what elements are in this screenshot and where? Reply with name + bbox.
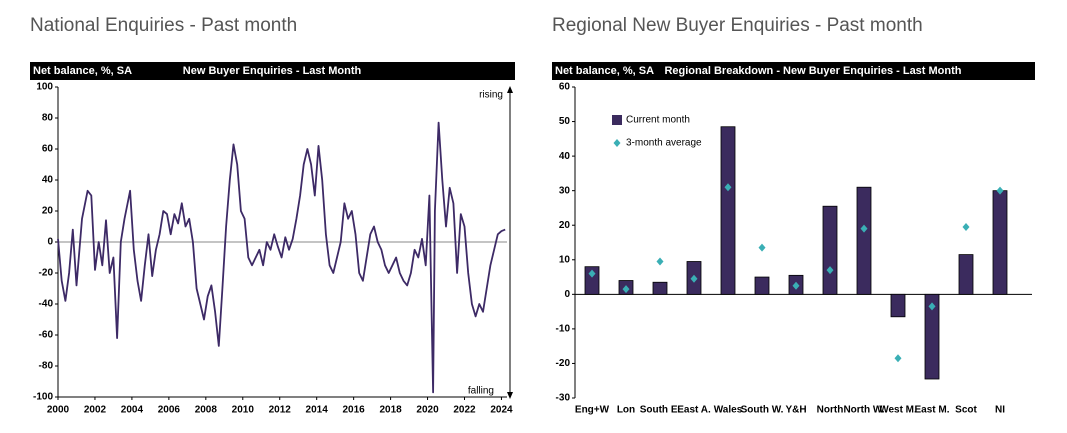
x-tick-label: East M.: [914, 405, 949, 416]
x-tick-label: 2010: [232, 405, 255, 416]
subtitle: New Buyer Enquiries - Last Month: [183, 65, 362, 77]
x-tick-label: 2008: [195, 405, 218, 416]
bar: [992, 190, 1008, 295]
y-tick-label: 20: [559, 220, 571, 231]
legend-swatch: [612, 115, 622, 125]
x-tick-label: Wales: [714, 405, 743, 416]
marker: [792, 281, 800, 290]
x-tick-label: 2016: [343, 405, 366, 416]
bar: [652, 281, 668, 295]
y-tick-label: 50: [559, 116, 571, 127]
y-tick-label: -10: [556, 324, 571, 335]
x-tick-label: North W.: [843, 405, 884, 416]
y-tick-label: -30: [556, 393, 571, 404]
x-tick-label: 2000: [47, 405, 70, 416]
y-tick-label: 80: [42, 113, 54, 124]
header-bar: [30, 62, 515, 80]
y-tick-label: 40: [559, 151, 571, 162]
x-tick-label: South E.: [640, 405, 681, 416]
marker: [860, 224, 868, 233]
chart-title: National Enquiries - Past month: [30, 15, 297, 36]
y-tick-label: 100: [36, 82, 53, 93]
legend-swatch: [613, 139, 621, 147]
x-tick-label: Lon: [617, 405, 635, 416]
bar: [958, 254, 974, 295]
marker: [656, 257, 664, 266]
marker: [826, 266, 834, 275]
x-tick-label: Scot: [955, 405, 977, 416]
x-tick-label: 2018: [379, 405, 402, 416]
header-bar: [552, 62, 1035, 80]
x-tick-label: Y&H: [785, 405, 806, 416]
x-tick-label: West M.: [879, 405, 917, 416]
y-tick-label: -100: [33, 392, 53, 403]
x-tick-label: 2006: [158, 405, 181, 416]
marker: [622, 285, 630, 294]
x-tick-label: 2024: [490, 405, 513, 416]
y-tick-label: 20: [42, 206, 54, 217]
y-tick-label: 0: [47, 237, 53, 248]
bar: [720, 126, 736, 295]
y-tick-label: 10: [559, 254, 571, 265]
y-tick-label: 60: [559, 82, 571, 93]
panel-label: Net balance, %, SA: [555, 65, 654, 77]
y-tick-label: 30: [559, 185, 571, 196]
x-tick-label: NI: [995, 405, 1005, 416]
x-tick-label: North: [817, 405, 844, 416]
x-tick-label: 2002: [84, 405, 107, 416]
marker: [690, 274, 698, 283]
chart-title: Regional New Buyer Enquiries - Past mont…: [552, 15, 923, 36]
x-tick-label: South W.: [741, 405, 784, 416]
annotation: falling: [468, 386, 494, 397]
bar: [754, 276, 770, 295]
y-tick-label: -60: [39, 330, 54, 341]
x-tick-label: 2014: [306, 405, 329, 416]
x-tick-label: Eng+W: [575, 405, 610, 416]
x-tick-label: East A.: [677, 405, 711, 416]
bar: [822, 205, 838, 295]
bar: [856, 186, 872, 295]
marker: [894, 354, 902, 363]
subtitle: Regional Breakdown - New Buyer Enquiries…: [664, 65, 961, 77]
y-tick-label: -80: [39, 361, 54, 372]
x-tick-label: 2022: [453, 405, 476, 416]
marker: [996, 186, 1004, 195]
x-tick-label: 2020: [416, 405, 439, 416]
bar: [924, 293, 940, 380]
y-tick-label: 60: [42, 144, 54, 155]
y-tick-label: -40: [39, 299, 54, 310]
marker: [724, 183, 732, 192]
y-tick-label: 40: [42, 175, 54, 186]
bar: [890, 293, 906, 318]
legend-label: 3-month average: [626, 138, 702, 149]
x-tick-label: 2004: [121, 405, 144, 416]
line-series: [57, 121, 506, 394]
marker: [962, 222, 970, 231]
panel-label: Net balance, %, SA: [33, 65, 132, 77]
annotation: rising: [479, 90, 503, 101]
x-tick-label: 2012: [269, 405, 292, 416]
y-tick-label: -20: [556, 358, 571, 369]
marker: [928, 302, 936, 311]
y-tick-label: -20: [39, 268, 54, 279]
y-tick-label: 0: [564, 289, 570, 300]
marker: [588, 269, 596, 278]
legend-label: Current month: [626, 115, 690, 126]
marker: [758, 243, 766, 252]
